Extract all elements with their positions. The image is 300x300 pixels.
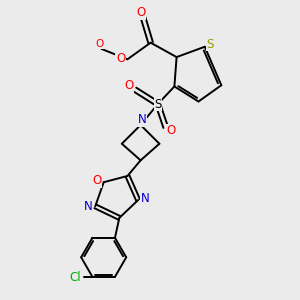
Text: O: O <box>116 52 125 65</box>
Text: O: O <box>92 174 101 187</box>
Text: Cl: Cl <box>69 271 81 284</box>
Text: N: N <box>138 113 147 126</box>
Text: N: N <box>84 200 93 213</box>
Text: S: S <box>207 38 214 51</box>
Text: O: O <box>166 124 176 137</box>
Text: N: N <box>141 192 149 205</box>
Text: O: O <box>136 7 145 20</box>
Text: O: O <box>95 39 103 49</box>
Text: S: S <box>154 98 161 110</box>
Text: O: O <box>124 80 134 92</box>
